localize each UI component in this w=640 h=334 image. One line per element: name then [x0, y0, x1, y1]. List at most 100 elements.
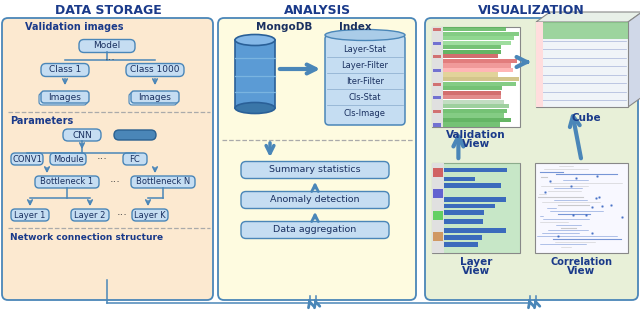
- FancyBboxPatch shape: [432, 27, 444, 127]
- FancyBboxPatch shape: [79, 39, 135, 52]
- FancyBboxPatch shape: [444, 100, 504, 104]
- FancyBboxPatch shape: [123, 153, 147, 165]
- Text: ···: ···: [109, 177, 120, 187]
- FancyBboxPatch shape: [35, 176, 99, 188]
- Ellipse shape: [235, 103, 275, 114]
- FancyBboxPatch shape: [444, 197, 506, 202]
- FancyBboxPatch shape: [433, 189, 444, 198]
- Text: Images: Images: [49, 93, 81, 102]
- FancyBboxPatch shape: [444, 41, 511, 45]
- FancyBboxPatch shape: [11, 153, 43, 165]
- Text: ···: ···: [97, 154, 108, 164]
- Text: Layer 1: Layer 1: [14, 210, 45, 219]
- FancyBboxPatch shape: [131, 91, 179, 103]
- FancyBboxPatch shape: [444, 109, 507, 113]
- Text: Index: Index: [339, 22, 371, 32]
- Text: CNN: CNN: [72, 131, 92, 140]
- Text: Anomaly detection: Anomaly detection: [270, 195, 360, 204]
- Text: Network connection structure: Network connection structure: [10, 233, 163, 242]
- FancyBboxPatch shape: [433, 55, 442, 58]
- FancyBboxPatch shape: [444, 118, 511, 122]
- FancyBboxPatch shape: [433, 28, 442, 31]
- FancyBboxPatch shape: [444, 210, 484, 215]
- FancyBboxPatch shape: [444, 63, 511, 67]
- Text: MongoDB: MongoDB: [256, 22, 312, 32]
- FancyBboxPatch shape: [444, 91, 501, 95]
- FancyBboxPatch shape: [444, 72, 497, 76]
- FancyBboxPatch shape: [218, 18, 416, 300]
- Text: Summary statistics: Summary statistics: [269, 166, 361, 174]
- FancyBboxPatch shape: [444, 183, 501, 188]
- Text: Images: Images: [139, 93, 172, 102]
- Text: Validation images: Validation images: [25, 22, 124, 32]
- FancyBboxPatch shape: [444, 68, 513, 72]
- FancyBboxPatch shape: [50, 153, 86, 165]
- FancyBboxPatch shape: [444, 45, 500, 49]
- FancyBboxPatch shape: [11, 209, 49, 221]
- Polygon shape: [628, 12, 640, 107]
- FancyBboxPatch shape: [444, 95, 501, 99]
- Text: Cls-Image: Cls-Image: [344, 109, 386, 118]
- FancyBboxPatch shape: [444, 27, 506, 31]
- FancyBboxPatch shape: [444, 31, 519, 36]
- Text: Parameters: Parameters: [10, 116, 73, 126]
- Text: View: View: [462, 266, 490, 276]
- Ellipse shape: [235, 34, 275, 45]
- FancyBboxPatch shape: [235, 40, 275, 108]
- FancyBboxPatch shape: [132, 209, 168, 221]
- Text: Cube: Cube: [571, 113, 601, 123]
- FancyBboxPatch shape: [536, 22, 543, 107]
- Text: Layer-Stat: Layer-Stat: [344, 44, 387, 53]
- FancyBboxPatch shape: [126, 63, 184, 76]
- Text: CONV1: CONV1: [12, 155, 42, 164]
- FancyBboxPatch shape: [536, 22, 628, 39]
- FancyBboxPatch shape: [433, 69, 442, 72]
- FancyBboxPatch shape: [41, 91, 89, 103]
- FancyBboxPatch shape: [444, 228, 506, 233]
- FancyBboxPatch shape: [63, 129, 101, 141]
- Text: Validation: Validation: [446, 130, 506, 140]
- FancyBboxPatch shape: [433, 167, 444, 176]
- Text: Iter-Filter: Iter-Filter: [346, 76, 384, 86]
- Text: FC: FC: [130, 155, 140, 164]
- Text: ANALYSIS: ANALYSIS: [284, 3, 351, 16]
- FancyBboxPatch shape: [241, 162, 389, 178]
- FancyBboxPatch shape: [433, 124, 442, 127]
- FancyBboxPatch shape: [444, 113, 504, 118]
- FancyBboxPatch shape: [433, 42, 442, 45]
- FancyBboxPatch shape: [2, 18, 213, 300]
- FancyBboxPatch shape: [444, 235, 482, 240]
- FancyBboxPatch shape: [444, 81, 516, 86]
- FancyBboxPatch shape: [444, 176, 476, 181]
- FancyBboxPatch shape: [444, 163, 520, 253]
- FancyBboxPatch shape: [131, 176, 195, 188]
- Text: Layer K: Layer K: [134, 210, 166, 219]
- FancyBboxPatch shape: [433, 110, 442, 113]
- Text: View: View: [568, 266, 596, 276]
- Text: View: View: [462, 139, 490, 149]
- FancyBboxPatch shape: [535, 163, 628, 253]
- FancyBboxPatch shape: [444, 86, 502, 90]
- Text: Bottleneck 1: Bottleneck 1: [40, 177, 93, 186]
- FancyBboxPatch shape: [536, 22, 628, 107]
- Text: VISUALIZATION: VISUALIZATION: [477, 3, 584, 16]
- FancyBboxPatch shape: [433, 96, 442, 99]
- FancyBboxPatch shape: [241, 191, 389, 208]
- FancyBboxPatch shape: [325, 35, 405, 125]
- FancyBboxPatch shape: [41, 63, 89, 76]
- Text: Layer-Filter: Layer-Filter: [342, 60, 388, 69]
- FancyBboxPatch shape: [444, 167, 507, 172]
- FancyBboxPatch shape: [444, 50, 500, 54]
- FancyBboxPatch shape: [432, 163, 520, 253]
- FancyBboxPatch shape: [444, 54, 499, 58]
- FancyBboxPatch shape: [444, 123, 500, 127]
- Ellipse shape: [325, 29, 405, 40]
- FancyBboxPatch shape: [444, 203, 495, 208]
- FancyBboxPatch shape: [71, 209, 109, 221]
- Text: Layer: Layer: [460, 257, 492, 267]
- Text: ···: ···: [104, 55, 115, 65]
- Text: Data aggregation: Data aggregation: [273, 225, 356, 234]
- FancyBboxPatch shape: [444, 59, 517, 63]
- Text: Model: Model: [93, 41, 120, 50]
- FancyBboxPatch shape: [114, 130, 156, 140]
